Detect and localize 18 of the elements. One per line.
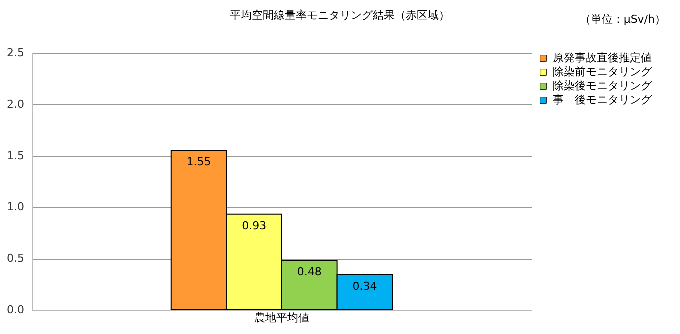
x-tick-label: 農地平均値 — [254, 312, 310, 324]
y-tick-label: 1.0 — [7, 200, 24, 214]
legend-label: 除染前モニタリング — [553, 66, 653, 78]
text: （単位：μSv/h） — [580, 12, 666, 27]
chart-title: 平均空間線量率モニタリング結果 — [230, 9, 395, 22]
legend-label: 原発事故直後推定値 — [553, 52, 652, 64]
chart-subtitle: （赤区域） — [395, 9, 450, 22]
legend-label: 除染後モニタリング — [553, 80, 653, 92]
data-label: 0.34 — [352, 280, 378, 294]
y-tick-label: 0.0 — [7, 304, 24, 316]
y-tick-label: 2.0 — [7, 98, 24, 111]
legend-label: 事 後モニタリング — [553, 94, 653, 106]
y-tick-label: 2.5 — [7, 46, 24, 60]
y-tick-label: 1.5 — [7, 149, 24, 162]
y-tick-label: 0.5 — [7, 252, 24, 266]
data-label: 0.48 — [297, 266, 322, 279]
data-label: 1.55 — [186, 156, 212, 169]
data-label: 0.93 — [242, 219, 267, 232]
